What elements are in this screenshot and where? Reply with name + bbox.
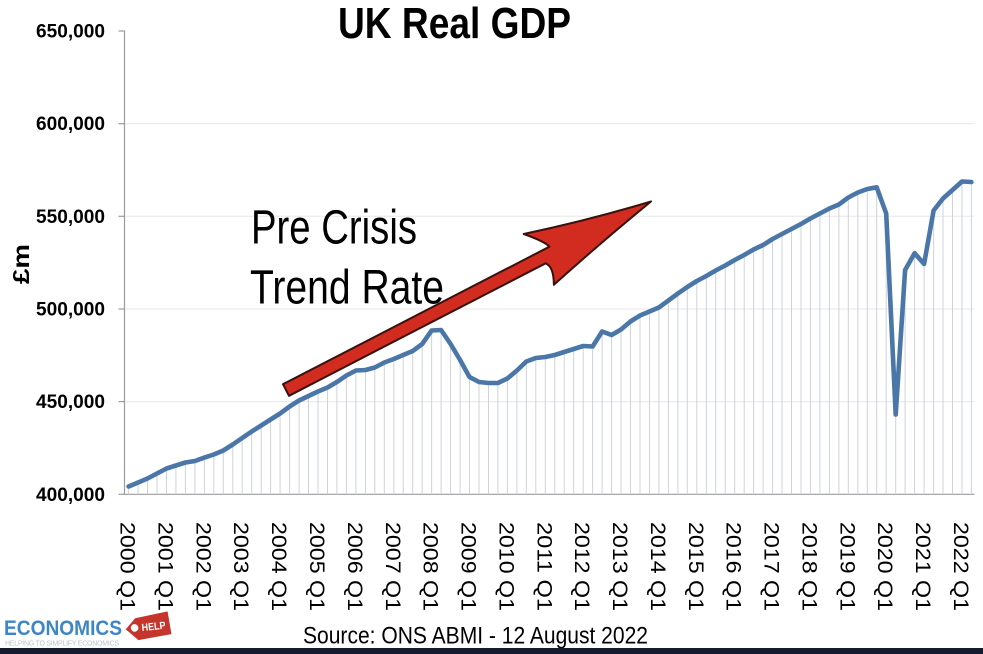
svg-text:2016 Q1: 2016 Q1: [722, 522, 746, 611]
svg-text:HELPING TO SIMPLIFY ECONOMICS: HELPING TO SIMPLIFY ECONOMICS: [5, 641, 119, 648]
svg-text:2000 Q1: 2000 Q1: [116, 522, 140, 611]
svg-text:UK Real GDP: UK Real GDP: [338, 0, 571, 48]
svg-text:2014 Q1: 2014 Q1: [646, 522, 670, 611]
svg-text:2007 Q1: 2007 Q1: [381, 522, 405, 611]
svg-text:Pre Crisis: Pre Crisis: [251, 201, 417, 255]
svg-text:2002 Q1: 2002 Q1: [191, 522, 215, 611]
svg-text:650,000: 650,000: [36, 22, 105, 43]
svg-text:Trend Rate: Trend Rate: [250, 261, 444, 315]
svg-text:2004 Q1: 2004 Q1: [267, 522, 291, 611]
svg-text:500,000: 500,000: [36, 300, 105, 321]
svg-text:2019 Q1: 2019 Q1: [835, 522, 859, 611]
svg-text:600,000: 600,000: [36, 114, 105, 135]
svg-text:2017 Q1: 2017 Q1: [760, 522, 784, 611]
svg-text:2020 Q1: 2020 Q1: [873, 522, 897, 611]
svg-text:2008 Q1: 2008 Q1: [419, 522, 443, 611]
svg-text:Source: ONS ABMI - 12 August 2: Source: ONS ABMI - 12 August 2022: [303, 623, 648, 650]
svg-text:£m: £m: [8, 244, 34, 284]
svg-text:2009 Q1: 2009 Q1: [457, 522, 481, 611]
svg-text:ECONOMICS: ECONOMICS: [4, 617, 122, 640]
svg-text:2005 Q1: 2005 Q1: [305, 522, 329, 611]
svg-text:2003 Q1: 2003 Q1: [229, 522, 253, 611]
svg-text:2012 Q1: 2012 Q1: [570, 522, 594, 611]
svg-text:550,000: 550,000: [36, 207, 105, 228]
svg-text:HELP: HELP: [141, 620, 166, 634]
svg-text:2021 Q1: 2021 Q1: [911, 522, 935, 611]
svg-text:2011 Q1: 2011 Q1: [532, 522, 556, 611]
svg-text:2010 Q1: 2010 Q1: [494, 522, 518, 611]
svg-text:2018 Q1: 2018 Q1: [797, 522, 821, 611]
svg-text:2022 Q1: 2022 Q1: [949, 522, 973, 611]
svg-text:2015 Q1: 2015 Q1: [684, 522, 708, 611]
svg-text:2001 Q1: 2001 Q1: [154, 522, 178, 611]
svg-text:400,000: 400,000: [36, 485, 105, 506]
svg-text:2006 Q1: 2006 Q1: [343, 522, 367, 611]
svg-text:2013 Q1: 2013 Q1: [608, 522, 632, 611]
svg-text:450,000: 450,000: [36, 392, 105, 413]
